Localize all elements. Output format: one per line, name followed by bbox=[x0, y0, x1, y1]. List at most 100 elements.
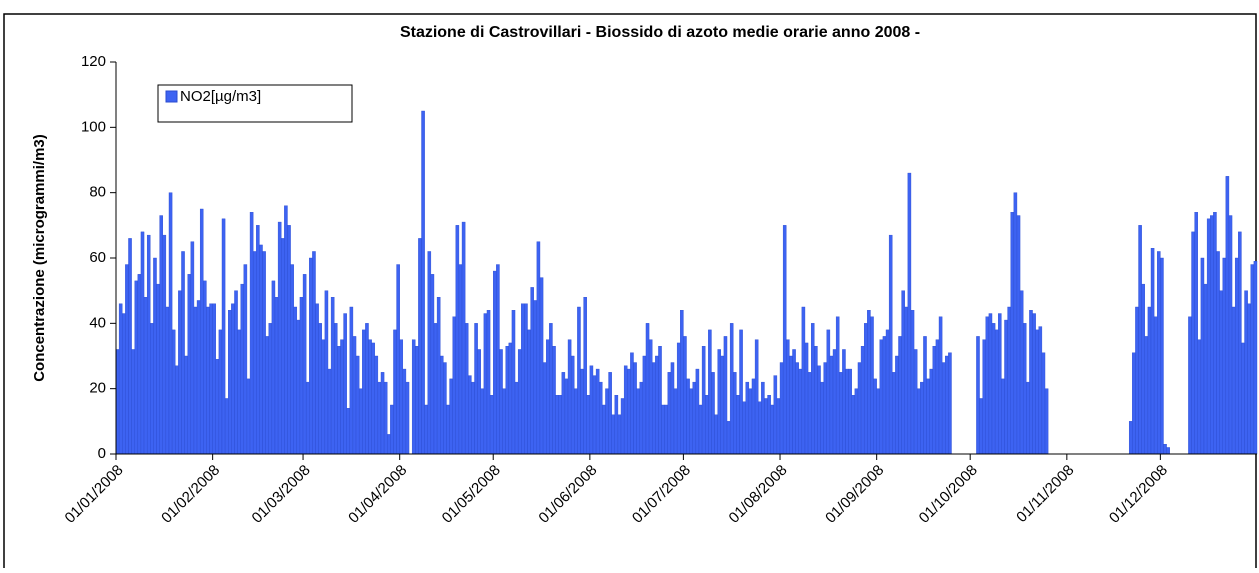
bar bbox=[243, 264, 248, 455]
bar bbox=[458, 264, 463, 455]
bar bbox=[1016, 215, 1021, 455]
bar bbox=[493, 270, 497, 455]
bar bbox=[1010, 212, 1015, 455]
bar bbox=[857, 362, 862, 455]
bar bbox=[561, 372, 566, 455]
bar bbox=[786, 339, 790, 455]
bar bbox=[670, 362, 675, 455]
bar bbox=[122, 313, 126, 455]
bar bbox=[252, 251, 257, 455]
bar bbox=[683, 336, 687, 455]
bar bbox=[863, 323, 868, 455]
bar bbox=[642, 355, 647, 455]
bar bbox=[321, 339, 326, 455]
y-tick-label: 80 bbox=[89, 184, 106, 201]
bar bbox=[203, 280, 207, 455]
bar bbox=[935, 339, 940, 455]
bar bbox=[698, 404, 703, 455]
bar bbox=[271, 280, 276, 455]
bar bbox=[402, 368, 407, 455]
bar bbox=[705, 395, 709, 455]
bar bbox=[602, 404, 606, 455]
bar bbox=[440, 355, 444, 455]
bar bbox=[580, 368, 584, 455]
bar bbox=[1138, 225, 1142, 455]
bar bbox=[427, 251, 432, 455]
bar bbox=[505, 346, 510, 455]
bar bbox=[215, 359, 220, 455]
bar bbox=[758, 401, 762, 455]
bar bbox=[599, 381, 603, 455]
bar bbox=[411, 339, 416, 455]
bar bbox=[745, 381, 750, 455]
bar bbox=[196, 300, 201, 455]
bar bbox=[224, 398, 229, 455]
bar bbox=[789, 355, 793, 455]
bar bbox=[399, 339, 404, 455]
bar bbox=[1128, 421, 1133, 455]
bar bbox=[985, 316, 990, 455]
bar bbox=[1135, 306, 1139, 455]
bar bbox=[736, 395, 740, 455]
bar bbox=[795, 362, 799, 455]
bar bbox=[723, 336, 728, 455]
bar bbox=[536, 241, 541, 455]
bar bbox=[393, 329, 397, 455]
bar bbox=[589, 365, 594, 455]
bar bbox=[337, 346, 341, 455]
bar bbox=[655, 355, 659, 455]
bar bbox=[259, 244, 263, 455]
bar bbox=[464, 323, 469, 455]
bar bbox=[733, 372, 737, 455]
bar bbox=[941, 362, 946, 455]
bar bbox=[904, 306, 909, 455]
bar bbox=[873, 378, 877, 455]
bar bbox=[976, 336, 980, 455]
bar bbox=[876, 388, 880, 455]
bar bbox=[1213, 212, 1217, 455]
bar bbox=[680, 310, 684, 455]
bar bbox=[1191, 231, 1195, 455]
bar bbox=[324, 290, 329, 455]
bar bbox=[549, 323, 553, 455]
bar bbox=[256, 225, 260, 455]
bar bbox=[754, 339, 759, 455]
bar bbox=[296, 319, 301, 455]
bar bbox=[577, 306, 581, 455]
bar bbox=[892, 372, 896, 455]
bar bbox=[614, 395, 619, 455]
bar bbox=[1041, 352, 1046, 455]
bar bbox=[717, 349, 721, 455]
bar bbox=[739, 329, 743, 455]
bar bbox=[761, 381, 765, 455]
y-axis-label: Concentrazione (microgrammi/m3) bbox=[31, 134, 48, 382]
bar bbox=[187, 274, 192, 455]
bar bbox=[165, 306, 170, 455]
bar bbox=[1225, 176, 1230, 455]
bar bbox=[661, 404, 665, 455]
bar bbox=[284, 205, 288, 455]
bar bbox=[477, 349, 481, 455]
bar bbox=[1188, 316, 1192, 455]
y-tick-label: 0 bbox=[98, 445, 106, 462]
bar bbox=[555, 395, 559, 455]
bar bbox=[474, 323, 478, 455]
y-tick-label: 40 bbox=[89, 314, 106, 331]
bar bbox=[262, 251, 266, 455]
bar bbox=[234, 290, 238, 455]
bar bbox=[237, 329, 241, 455]
bar bbox=[742, 401, 746, 455]
bar bbox=[343, 313, 347, 455]
bar bbox=[979, 398, 983, 455]
bar bbox=[932, 346, 937, 455]
bar bbox=[153, 257, 157, 455]
bar bbox=[851, 395, 856, 455]
bar bbox=[586, 395, 591, 455]
bar bbox=[1166, 447, 1170, 455]
bar bbox=[729, 323, 734, 455]
bar bbox=[449, 378, 453, 455]
bar bbox=[648, 339, 653, 455]
bar bbox=[443, 362, 447, 455]
bar bbox=[748, 388, 753, 455]
bar bbox=[521, 303, 525, 455]
